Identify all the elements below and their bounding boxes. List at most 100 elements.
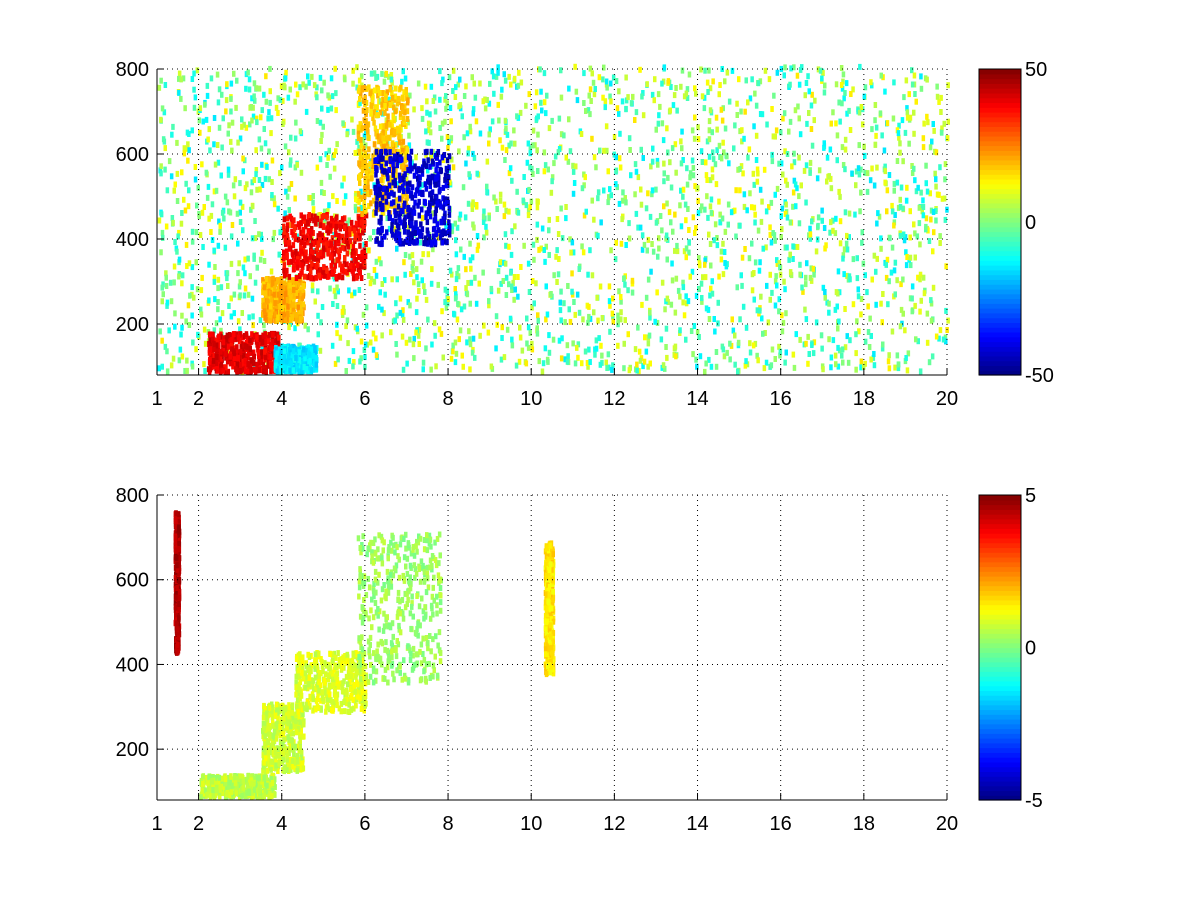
heatmap-cell bbox=[232, 193, 237, 200]
heatmap-cell bbox=[723, 228, 728, 235]
heatmap-cell bbox=[309, 213, 314, 220]
heatmap-cell bbox=[298, 286, 303, 293]
heatmap-cell bbox=[795, 244, 800, 250]
heatmap-cell bbox=[800, 284, 804, 291]
heatmap-cell bbox=[693, 183, 697, 190]
heatmap-cell bbox=[710, 129, 714, 136]
heatmap-cell bbox=[836, 325, 840, 332]
heatmap-cell bbox=[924, 223, 928, 230]
heatmap-cell bbox=[671, 228, 675, 235]
heatmap-cell bbox=[885, 187, 890, 194]
heatmap-cell bbox=[434, 181, 438, 188]
heatmap-cell bbox=[434, 207, 438, 213]
heatmap-cell bbox=[420, 206, 424, 213]
heatmap-cell bbox=[180, 353, 185, 360]
heatmap-cell bbox=[338, 261, 342, 268]
heatmap-cell bbox=[237, 260, 241, 267]
heatmap-cell bbox=[283, 210, 287, 217]
heatmap-cell bbox=[358, 180, 362, 186]
heatmap-cell bbox=[311, 210, 316, 216]
heatmap-cell bbox=[358, 358, 362, 365]
heatmap-cell bbox=[252, 252, 256, 259]
heatmap-cell bbox=[902, 237, 907, 244]
heatmap-cell bbox=[421, 251, 425, 258]
heatmap-cell bbox=[670, 145, 675, 152]
heatmap-cell bbox=[291, 301, 295, 308]
heatmap-cell bbox=[846, 359, 851, 366]
heatmap-cell bbox=[716, 320, 720, 327]
heatmap-cell bbox=[298, 84, 302, 91]
heatmap-cell bbox=[355, 64, 359, 71]
heatmap-cell bbox=[577, 266, 581, 272]
heatmap-cell bbox=[684, 217, 688, 224]
heatmap-cell bbox=[932, 127, 936, 134]
heatmap-cell bbox=[340, 223, 344, 230]
heatmap-cell bbox=[768, 231, 772, 238]
heatmap-cell bbox=[942, 195, 947, 202]
heatmap-cell bbox=[473, 354, 477, 361]
heatmap-cell bbox=[312, 248, 317, 255]
heatmap-cell bbox=[330, 93, 335, 100]
heatmap-cell bbox=[382, 168, 387, 175]
heatmap-cell bbox=[509, 140, 513, 147]
heatmap-cell bbox=[353, 192, 358, 199]
heatmap-cell bbox=[365, 153, 369, 160]
heatmap-cell bbox=[288, 367, 292, 374]
heatmap-cell bbox=[379, 149, 383, 155]
heatmap-cell bbox=[447, 74, 452, 81]
heatmap-cell bbox=[758, 186, 763, 193]
heatmap-cell bbox=[456, 81, 460, 88]
heatmap-cell bbox=[331, 301, 335, 307]
heatmap-cell bbox=[220, 310, 225, 317]
heatmap-cell bbox=[406, 299, 410, 306]
heatmap-cell bbox=[376, 86, 381, 93]
heatmap-cell bbox=[182, 145, 187, 152]
heatmap-cell bbox=[662, 203, 666, 210]
heatmap-cell bbox=[277, 355, 282, 362]
heatmap-cell bbox=[762, 365, 767, 372]
heatmap-cell bbox=[857, 142, 861, 149]
heatmap-cell bbox=[892, 267, 897, 274]
heatmap-cell bbox=[234, 104, 238, 111]
heatmap-cell bbox=[512, 75, 517, 82]
heatmap-cell bbox=[919, 297, 923, 304]
heatmap-cell bbox=[282, 311, 286, 318]
heatmap-cell bbox=[926, 227, 930, 234]
heatmap-cell bbox=[756, 227, 761, 234]
heatmap-cell bbox=[706, 89, 710, 95]
heatmap-cell bbox=[246, 368, 250, 375]
heatmap-cell bbox=[427, 234, 432, 240]
heatmap-cell bbox=[411, 225, 415, 232]
heatmap-cell bbox=[536, 131, 540, 138]
heatmap-cell bbox=[359, 195, 363, 202]
heatmap-cell bbox=[314, 274, 318, 281]
heatmap-cell bbox=[356, 135, 361, 142]
heatmap-cell bbox=[429, 83, 434, 90]
heatmap-cell bbox=[655, 157, 660, 164]
heatmap-cell bbox=[887, 172, 892, 178]
heatmap-cell bbox=[368, 161, 372, 168]
heatmap-cell bbox=[441, 204, 446, 211]
heatmap-cell bbox=[272, 229, 277, 236]
heatmap-cell bbox=[405, 108, 410, 115]
heatmap-cell bbox=[307, 79, 311, 86]
heatmap-cell bbox=[557, 146, 562, 152]
heatmap-cell bbox=[648, 314, 652, 321]
heatmap-cell bbox=[282, 262, 287, 269]
heatmap-cell bbox=[334, 223, 338, 230]
heatmap-cell bbox=[763, 67, 768, 74]
heatmap-cell bbox=[668, 159, 672, 166]
heatmap-cell bbox=[185, 145, 189, 152]
heatmap-cell bbox=[358, 242, 362, 249]
heatmap-cell bbox=[236, 318, 241, 325]
heatmap-cell bbox=[245, 181, 249, 188]
heatmap-cell bbox=[450, 156, 454, 163]
heatmap-cell bbox=[397, 213, 401, 220]
heatmap-cell bbox=[709, 285, 713, 292]
heatmap-cell bbox=[717, 91, 721, 98]
heatmap-cell bbox=[351, 363, 355, 370]
heatmap-cell bbox=[657, 235, 661, 242]
heatmap-cell bbox=[335, 321, 339, 328]
heatmap-cell bbox=[382, 163, 387, 170]
heatmap-cell bbox=[626, 287, 630, 294]
